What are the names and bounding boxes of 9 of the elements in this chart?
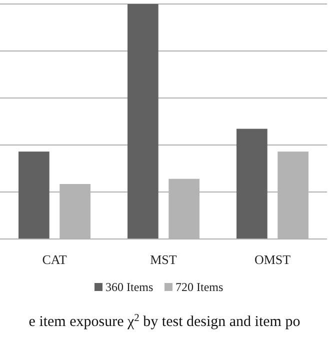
x-tick-label: OMST — [254, 252, 291, 267]
bar — [18, 152, 50, 239]
x-tick-label: MST — [150, 252, 177, 267]
legend-label: 720 Items — [176, 280, 224, 294]
bar — [236, 128, 268, 239]
x-tick-label: CAT — [42, 252, 67, 267]
legend-label: 360 Items — [106, 280, 154, 294]
text: e item exposure χ$^{2}$ by test design and item po — [28, 312, 300, 330]
bar — [128, 4, 158, 239]
